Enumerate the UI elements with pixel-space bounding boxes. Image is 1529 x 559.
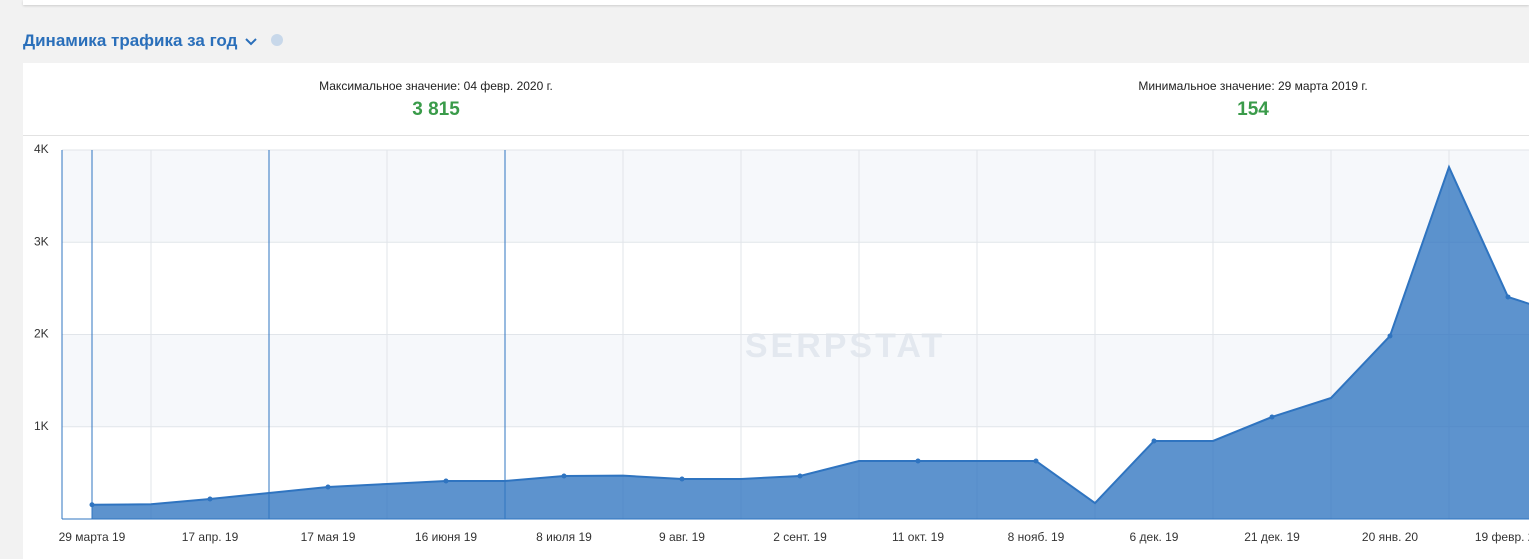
y-tick-label: 2K — [34, 327, 49, 341]
x-tick-label: 6 дек. 19 — [1130, 530, 1179, 544]
x-tick-label: 16 июня 19 — [415, 530, 478, 544]
point — [1387, 333, 1393, 339]
chevron[interactable] — [245, 37, 257, 47]
point — [207, 496, 213, 502]
area — [92, 167, 1529, 519]
max-stat: Максимальное значение: 04 февр. 2020 г. 3… — [186, 79, 686, 121]
x-tick-label: 21 дек. 19 — [1244, 530, 1300, 544]
point — [89, 502, 95, 508]
min-stat: Минимальное значение: 29 марта 2019 г. 15… — [1003, 79, 1503, 121]
x-tick-label: 20 янв. 20 — [1362, 530, 1419, 544]
x-tick-label: 29 марта 19 — [59, 530, 126, 544]
point — [1033, 458, 1039, 464]
stat-label: Максимальное значение: 04 февр. 2020 г. — [319, 79, 553, 93]
line — [91, 164, 1529, 506]
x-tick-label: 19 февр. 20 — [1475, 530, 1529, 544]
x-tick-label: 8 нояб. 19 — [1008, 530, 1065, 544]
point — [1151, 438, 1157, 444]
point — [1505, 294, 1511, 300]
separator — [23, 135, 1529, 136]
grid-band — [62, 334, 1529, 427]
point — [1269, 414, 1275, 420]
stat-value: 3 815 — [412, 99, 460, 120]
x-tick-label: 17 мая 19 — [301, 530, 356, 544]
section-title[interactable]: Динамика трафика за год — [23, 31, 283, 51]
info-icon[interactable] — [270, 34, 283, 46]
point — [325, 484, 331, 490]
top-card — [23, 0, 1529, 5]
x-tick-label: 17 апр. 19 — [182, 530, 239, 544]
point — [679, 476, 685, 482]
stat-value: 154 — [1237, 99, 1269, 120]
point — [561, 473, 567, 479]
y-tick-label: 1K — [34, 419, 49, 433]
point — [915, 458, 921, 464]
title-text: Динамика трафика за год — [23, 31, 238, 50]
point — [797, 473, 803, 479]
stat-label: Минимальное значение: 29 марта 2019 г. — [1138, 79, 1368, 93]
x-tick-label: 11 окт. 19 — [892, 530, 944, 544]
series — [89, 164, 1529, 519]
y-tick-label: 4K — [34, 142, 49, 156]
point — [443, 478, 449, 484]
grid-band — [62, 150, 1529, 243]
x-tick-label: 9 авг. 19 — [659, 530, 705, 544]
y-tick-label: 3K — [34, 234, 49, 248]
watermark: SERPSTAT — [745, 327, 945, 365]
x-tick-label: 2 сент. 19 — [773, 530, 827, 544]
x-tick-label: 8 июля 19 — [536, 530, 592, 544]
